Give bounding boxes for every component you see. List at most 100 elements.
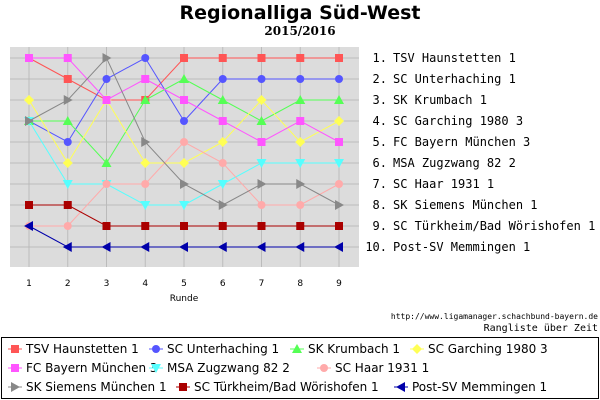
data-point: [101, 242, 111, 252]
data-point: [63, 95, 73, 105]
rank-team-label: TSV Haunstetten 1: [393, 51, 516, 65]
data-point: [335, 54, 343, 62]
x-tick-label: 9: [336, 279, 342, 289]
series-6: [24, 117, 344, 210]
data-point: [141, 180, 150, 188]
legend-label: FC Bayern München 3: [26, 361, 158, 375]
data-point: [257, 201, 266, 209]
legend-marker: [320, 364, 328, 372]
legend-item: SK Siemens München 1: [8, 380, 167, 394]
data-point: [218, 200, 228, 210]
data-point: [63, 222, 72, 230]
data-point: [140, 242, 150, 252]
data-point: [335, 180, 343, 188]
data-point: [140, 201, 151, 210]
series-2: [25, 54, 343, 146]
data-point: [102, 75, 111, 83]
chart-caption: Rangliste über Zeit: [484, 323, 598, 334]
rank-number: 9.: [373, 219, 387, 233]
x-tick-label: 3: [104, 279, 110, 289]
data-point: [62, 180, 73, 189]
legend-label: SC Haar 1931 1: [335, 361, 429, 375]
data-point: [256, 242, 266, 252]
data-point: [140, 95, 151, 104]
data-point: [24, 95, 34, 105]
data-point: [218, 117, 227, 125]
data-point: [179, 158, 189, 168]
data-point: [296, 75, 305, 83]
rank-team-label: SC Türkheim/Bad Wörishofen 1: [393, 219, 595, 233]
data-point: [62, 116, 73, 125]
rank-team-label: FC Bayern München 3: [393, 135, 530, 149]
data-point: [257, 54, 266, 62]
rank-team-label: SC Unterhaching 1: [393, 72, 516, 86]
data-point: [295, 159, 306, 168]
legend-item: FC Bayern München 3: [8, 361, 158, 375]
legend-item: SC Unterhaching 1: [149, 342, 279, 356]
data-point: [256, 116, 267, 125]
data-point: [24, 221, 33, 231]
rank-team-label: Post-SV Memmingen 1: [393, 240, 530, 254]
legend-marker: [11, 345, 19, 353]
legend: TSV Haunstetten 1 SC Unterhaching 1 SK Kru…: [8, 342, 548, 394]
data-point: [25, 116, 34, 126]
series-10: [24, 221, 343, 252]
data-point: [334, 242, 343, 252]
data-point: [141, 75, 150, 83]
legend-marker: [11, 382, 20, 392]
data-point: [217, 95, 228, 104]
data-point: [257, 75, 266, 83]
data-point: [295, 242, 305, 252]
data-point: [334, 159, 344, 168]
data-point: [180, 222, 188, 230]
data-point: [257, 222, 266, 230]
series-3: [24, 74, 344, 167]
legend-item: MSA Zugzwang 82 2: [149, 361, 290, 375]
data-point: [140, 158, 151, 168]
data-point: [335, 200, 344, 210]
rank-number: 1.: [373, 51, 387, 65]
data-point: [296, 54, 305, 62]
rank-labels: 1. TSV Haunstetten 1 2. SC Unterhaching 1 3.…: [365, 51, 595, 254]
rank-number: 3.: [373, 93, 387, 107]
data-point: [63, 75, 72, 83]
legend-label: TSV Haunstetten 1: [25, 342, 139, 356]
data-point: [141, 222, 150, 230]
legend-marker: [152, 345, 160, 353]
legend-label: SC Garching 1980 3: [428, 342, 548, 356]
data-point: [256, 159, 267, 168]
x-tick-label: 7: [259, 279, 265, 289]
data-point: [179, 201, 189, 210]
legend-label: SC Unterhaching 1: [167, 342, 279, 356]
data-point: [102, 222, 111, 230]
legend-label: SC Türkheim/Bad Wörishofen 1: [194, 380, 379, 394]
legend-label: Post-SV Memmingen 1: [412, 380, 547, 394]
data-point: [62, 158, 73, 168]
data-point: [141, 54, 150, 62]
rank-number: 7.: [373, 177, 387, 191]
rank-number: 4.: [373, 114, 387, 128]
data-point: [334, 95, 344, 104]
data-point: [62, 242, 72, 252]
legend-marker: [151, 364, 161, 373]
rank-number: 8.: [373, 198, 387, 212]
legend-item: TSV Haunstetten 1: [8, 342, 139, 356]
data-point: [217, 242, 227, 252]
data-point: [256, 95, 267, 105]
legend-item: SC Türkheim/Bad Wörishofen 1: [176, 380, 379, 394]
data-point: [257, 138, 266, 146]
data-point: [63, 54, 72, 62]
legend-label: SK Krumbach 1: [308, 342, 400, 356]
data-point: [63, 138, 72, 146]
data-point: [335, 75, 343, 83]
data-point: [179, 242, 188, 252]
data-point: [295, 137, 306, 147]
data-point: [295, 95, 306, 104]
chart-subtitle: 2015/2016: [264, 24, 335, 38]
data-point: [180, 117, 188, 125]
x-tick-label: 4: [142, 279, 148, 289]
series-4: [24, 95, 344, 168]
legend-marker: [292, 344, 302, 353]
data-point: [25, 54, 33, 62]
data-point: [180, 138, 188, 146]
